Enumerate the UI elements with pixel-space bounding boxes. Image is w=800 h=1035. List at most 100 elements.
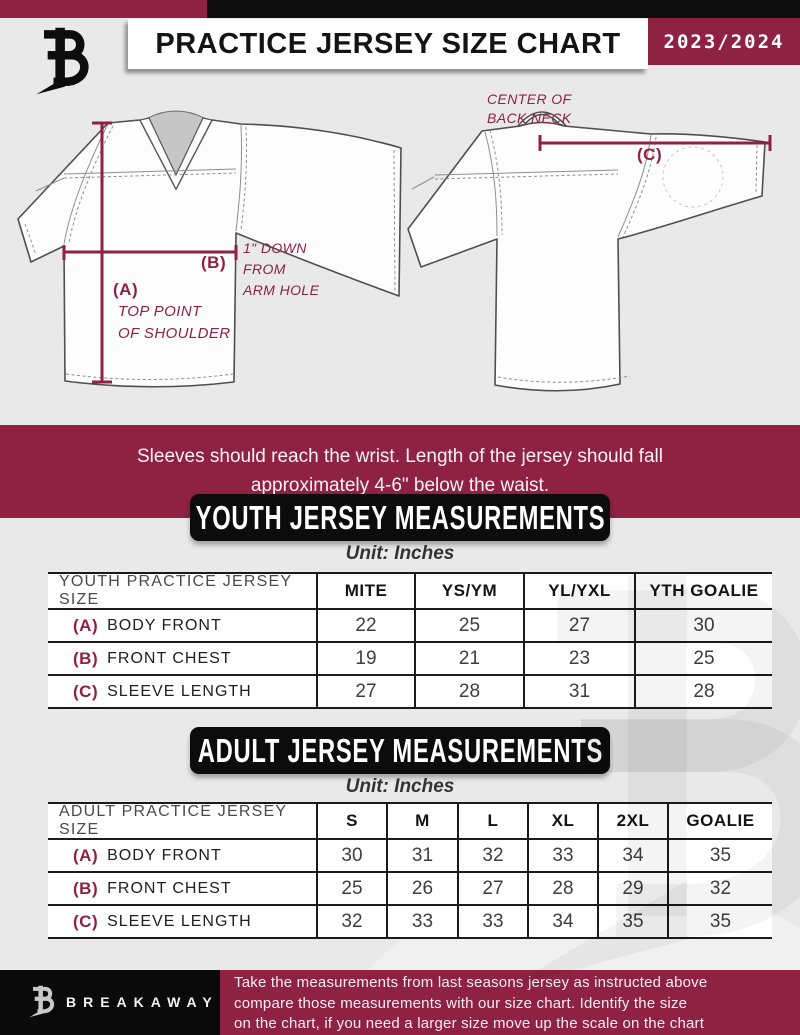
breakaway-logo-icon bbox=[36, 27, 89, 95]
measure-c-note: CENTER OF BACK NECK bbox=[487, 90, 572, 128]
jersey-diagrams bbox=[17, 110, 772, 392]
footer-instructions-line3: on the chart, if you need a larger size … bbox=[234, 1015, 705, 1032]
adult-row-a-value: 32 bbox=[457, 840, 527, 873]
youth-row-a-value: 25 bbox=[414, 610, 523, 643]
season-box: 2023/2024 bbox=[648, 18, 800, 65]
back-jersey-drawing bbox=[407, 111, 766, 392]
adult-row-c-value: 35 bbox=[597, 906, 667, 939]
adult-row-c-label-cell: (C) SLEEVE LENGTH bbox=[48, 906, 316, 939]
youth-row-c-value: 28 bbox=[634, 676, 772, 709]
youth-row-a-label: BODY FRONT bbox=[107, 616, 222, 634]
youth-table-size-header-cell: YOUTH PRACTICE JERSEY SIZE bbox=[48, 573, 316, 610]
adult-row-a-label-cell: (A) BODY FRONT bbox=[48, 840, 316, 873]
adult-row-a-label: BODY FRONT bbox=[107, 846, 222, 864]
adult-row-c-value: 34 bbox=[527, 906, 597, 939]
adult-size-table: ADULT PRACTICE JERSEY SIZE S M L XL 2XL … bbox=[48, 802, 772, 939]
page-title: PRACTICE JERSEY SIZE CHART bbox=[155, 27, 621, 60]
adult-row-a-value: 30 bbox=[316, 840, 386, 873]
adult-row-c-value: 35 bbox=[667, 906, 772, 939]
adult-row-b-letter: (B) bbox=[73, 878, 99, 898]
youth-row-c-label: SLEEVE LENGTH bbox=[107, 682, 252, 700]
adult-col-s: S bbox=[316, 804, 386, 840]
youth-row-c-value: 28 bbox=[414, 676, 523, 709]
header-black-strip bbox=[207, 0, 800, 18]
adult-section-heading: ADULT JERSEY MEASUREMENTS bbox=[197, 731, 603, 769]
adult-row-c-value: 32 bbox=[316, 906, 386, 939]
youth-col-goalie: YTH GOALIE bbox=[634, 574, 772, 610]
adult-row-b-value: 28 bbox=[527, 873, 597, 906]
measure-b-note-line1: 1" DOWN bbox=[243, 240, 307, 256]
measure-c-note-line2: BACK NECK bbox=[487, 110, 572, 126]
adult-row-a-value: 33 bbox=[527, 840, 597, 873]
measure-a-note: TOP POINT OF SHOULDER bbox=[118, 301, 230, 345]
youth-row-a-value: 22 bbox=[316, 610, 414, 643]
youth-row-a-letter: (A) bbox=[73, 615, 99, 635]
youth-row-c-label-cell: (C) SLEEVE LENGTH bbox=[48, 676, 316, 709]
youth-col-ysym: YS/YM bbox=[414, 574, 523, 610]
header-maroon-strip bbox=[0, 0, 207, 18]
adult-row-c-value: 33 bbox=[457, 906, 527, 939]
footer-brand-box bbox=[0, 970, 220, 1035]
youth-row-a-value: 27 bbox=[523, 610, 634, 643]
page-title-box: PRACTICE JERSEY SIZE CHART bbox=[128, 19, 648, 69]
youth-row-b-value: 23 bbox=[523, 643, 634, 676]
youth-col-ylyxl: YL/YXL bbox=[523, 574, 634, 610]
youth-row-b-label: FRONT CHEST bbox=[107, 649, 232, 667]
fit-note-line2: approximately 4-6" below the waist. bbox=[250, 475, 550, 496]
measure-b-note-line2: FROM bbox=[243, 261, 286, 277]
adult-row-a-letter: (A) bbox=[73, 845, 99, 865]
adult-row-a-value: 31 bbox=[386, 840, 457, 873]
front-jersey-drawing bbox=[17, 110, 402, 388]
adult-table-size-header: ADULT PRACTICE JERSEY SIZE bbox=[59, 803, 287, 838]
adult-section-heading-box: ADULT JERSEY MEASUREMENTS bbox=[190, 727, 610, 774]
adult-unit-label: Unit: Inches bbox=[345, 776, 455, 797]
footer-instructions-line1: Take the measurements from last seasons … bbox=[234, 974, 708, 991]
youth-unit-label: Unit: Inches bbox=[345, 543, 455, 564]
youth-row-c-value: 31 bbox=[523, 676, 634, 709]
youth-row-c-letter: (C) bbox=[73, 681, 99, 701]
adult-col-goalie: GOALIE bbox=[667, 804, 772, 840]
footer-instructions: Take the measurements from last seasons … bbox=[220, 970, 800, 1035]
youth-row-a-value: 30 bbox=[634, 610, 772, 643]
youth-table-size-header: YOUTH PRACTICE JERSEY SIZE bbox=[59, 573, 292, 608]
adult-row-c-label: SLEEVE LENGTH bbox=[107, 912, 252, 930]
footer-instructions-line2: compare those measurements with our size… bbox=[234, 994, 688, 1012]
youth-row-b-label-cell: (B) FRONT CHEST bbox=[48, 643, 316, 676]
adult-row-b-value: 29 bbox=[597, 873, 667, 906]
adult-col-l: L bbox=[457, 804, 527, 840]
measurement-lines bbox=[62, 121, 772, 384]
youth-row-b-value: 25 bbox=[634, 643, 772, 676]
breakaway-logo-footer-icon bbox=[29, 985, 55, 1018]
adult-row-b-label-cell: (B) FRONT CHEST bbox=[48, 873, 316, 906]
adult-row-a-value: 34 bbox=[597, 840, 667, 873]
youth-row-c-value: 27 bbox=[316, 676, 414, 709]
measure-a-note-line1: TOP POINT bbox=[118, 303, 202, 320]
adult-row-a-value: 35 bbox=[667, 840, 772, 873]
adult-row-b-label: FRONT CHEST bbox=[107, 879, 232, 897]
adult-row-b-value: 25 bbox=[316, 873, 386, 906]
measure-b-note: 1" DOWN FROM ARM HOLE bbox=[243, 238, 319, 301]
youth-row-a-label-cell: (A) BODY FRONT bbox=[48, 610, 316, 643]
adult-table-size-header-cell: ADULT PRACTICE JERSEY SIZE bbox=[48, 803, 316, 840]
youth-row-b-value: 19 bbox=[316, 643, 414, 676]
adult-row-c-value: 33 bbox=[386, 906, 457, 939]
fit-note-line1: Sleeves should reach the wrist. Length o… bbox=[137, 446, 663, 467]
measure-b-note-line3: ARM HOLE bbox=[243, 282, 320, 298]
season-label: 2023/2024 bbox=[663, 30, 785, 53]
youth-section-heading: YOUTH JERSEY MEASUREMENTS bbox=[195, 498, 605, 536]
measure-a-note-line2: OF SHOULDER bbox=[118, 325, 231, 342]
youth-row-b-letter: (B) bbox=[73, 648, 99, 668]
youth-col-mite: MITE bbox=[316, 574, 414, 610]
adult-row-b-value: 32 bbox=[667, 873, 772, 906]
measure-b-label: (B) bbox=[201, 253, 227, 272]
adult-col-xl: XL bbox=[527, 804, 597, 840]
youth-row-b-value: 21 bbox=[414, 643, 523, 676]
fit-note-banner: Sleeves should reach the wrist. Length o… bbox=[0, 425, 800, 518]
measure-c-note-line1: CENTER OF bbox=[487, 91, 572, 107]
youth-size-table: YOUTH PRACTICE JERSEY SIZE MITE YS/YM YL… bbox=[48, 572, 772, 709]
youth-section-heading-box: YOUTH JERSEY MEASUREMENTS bbox=[190, 494, 610, 541]
adult-col-2xl: 2XL bbox=[597, 804, 667, 840]
adult-row-b-value: 26 bbox=[386, 873, 457, 906]
adult-col-m: M bbox=[386, 804, 457, 840]
